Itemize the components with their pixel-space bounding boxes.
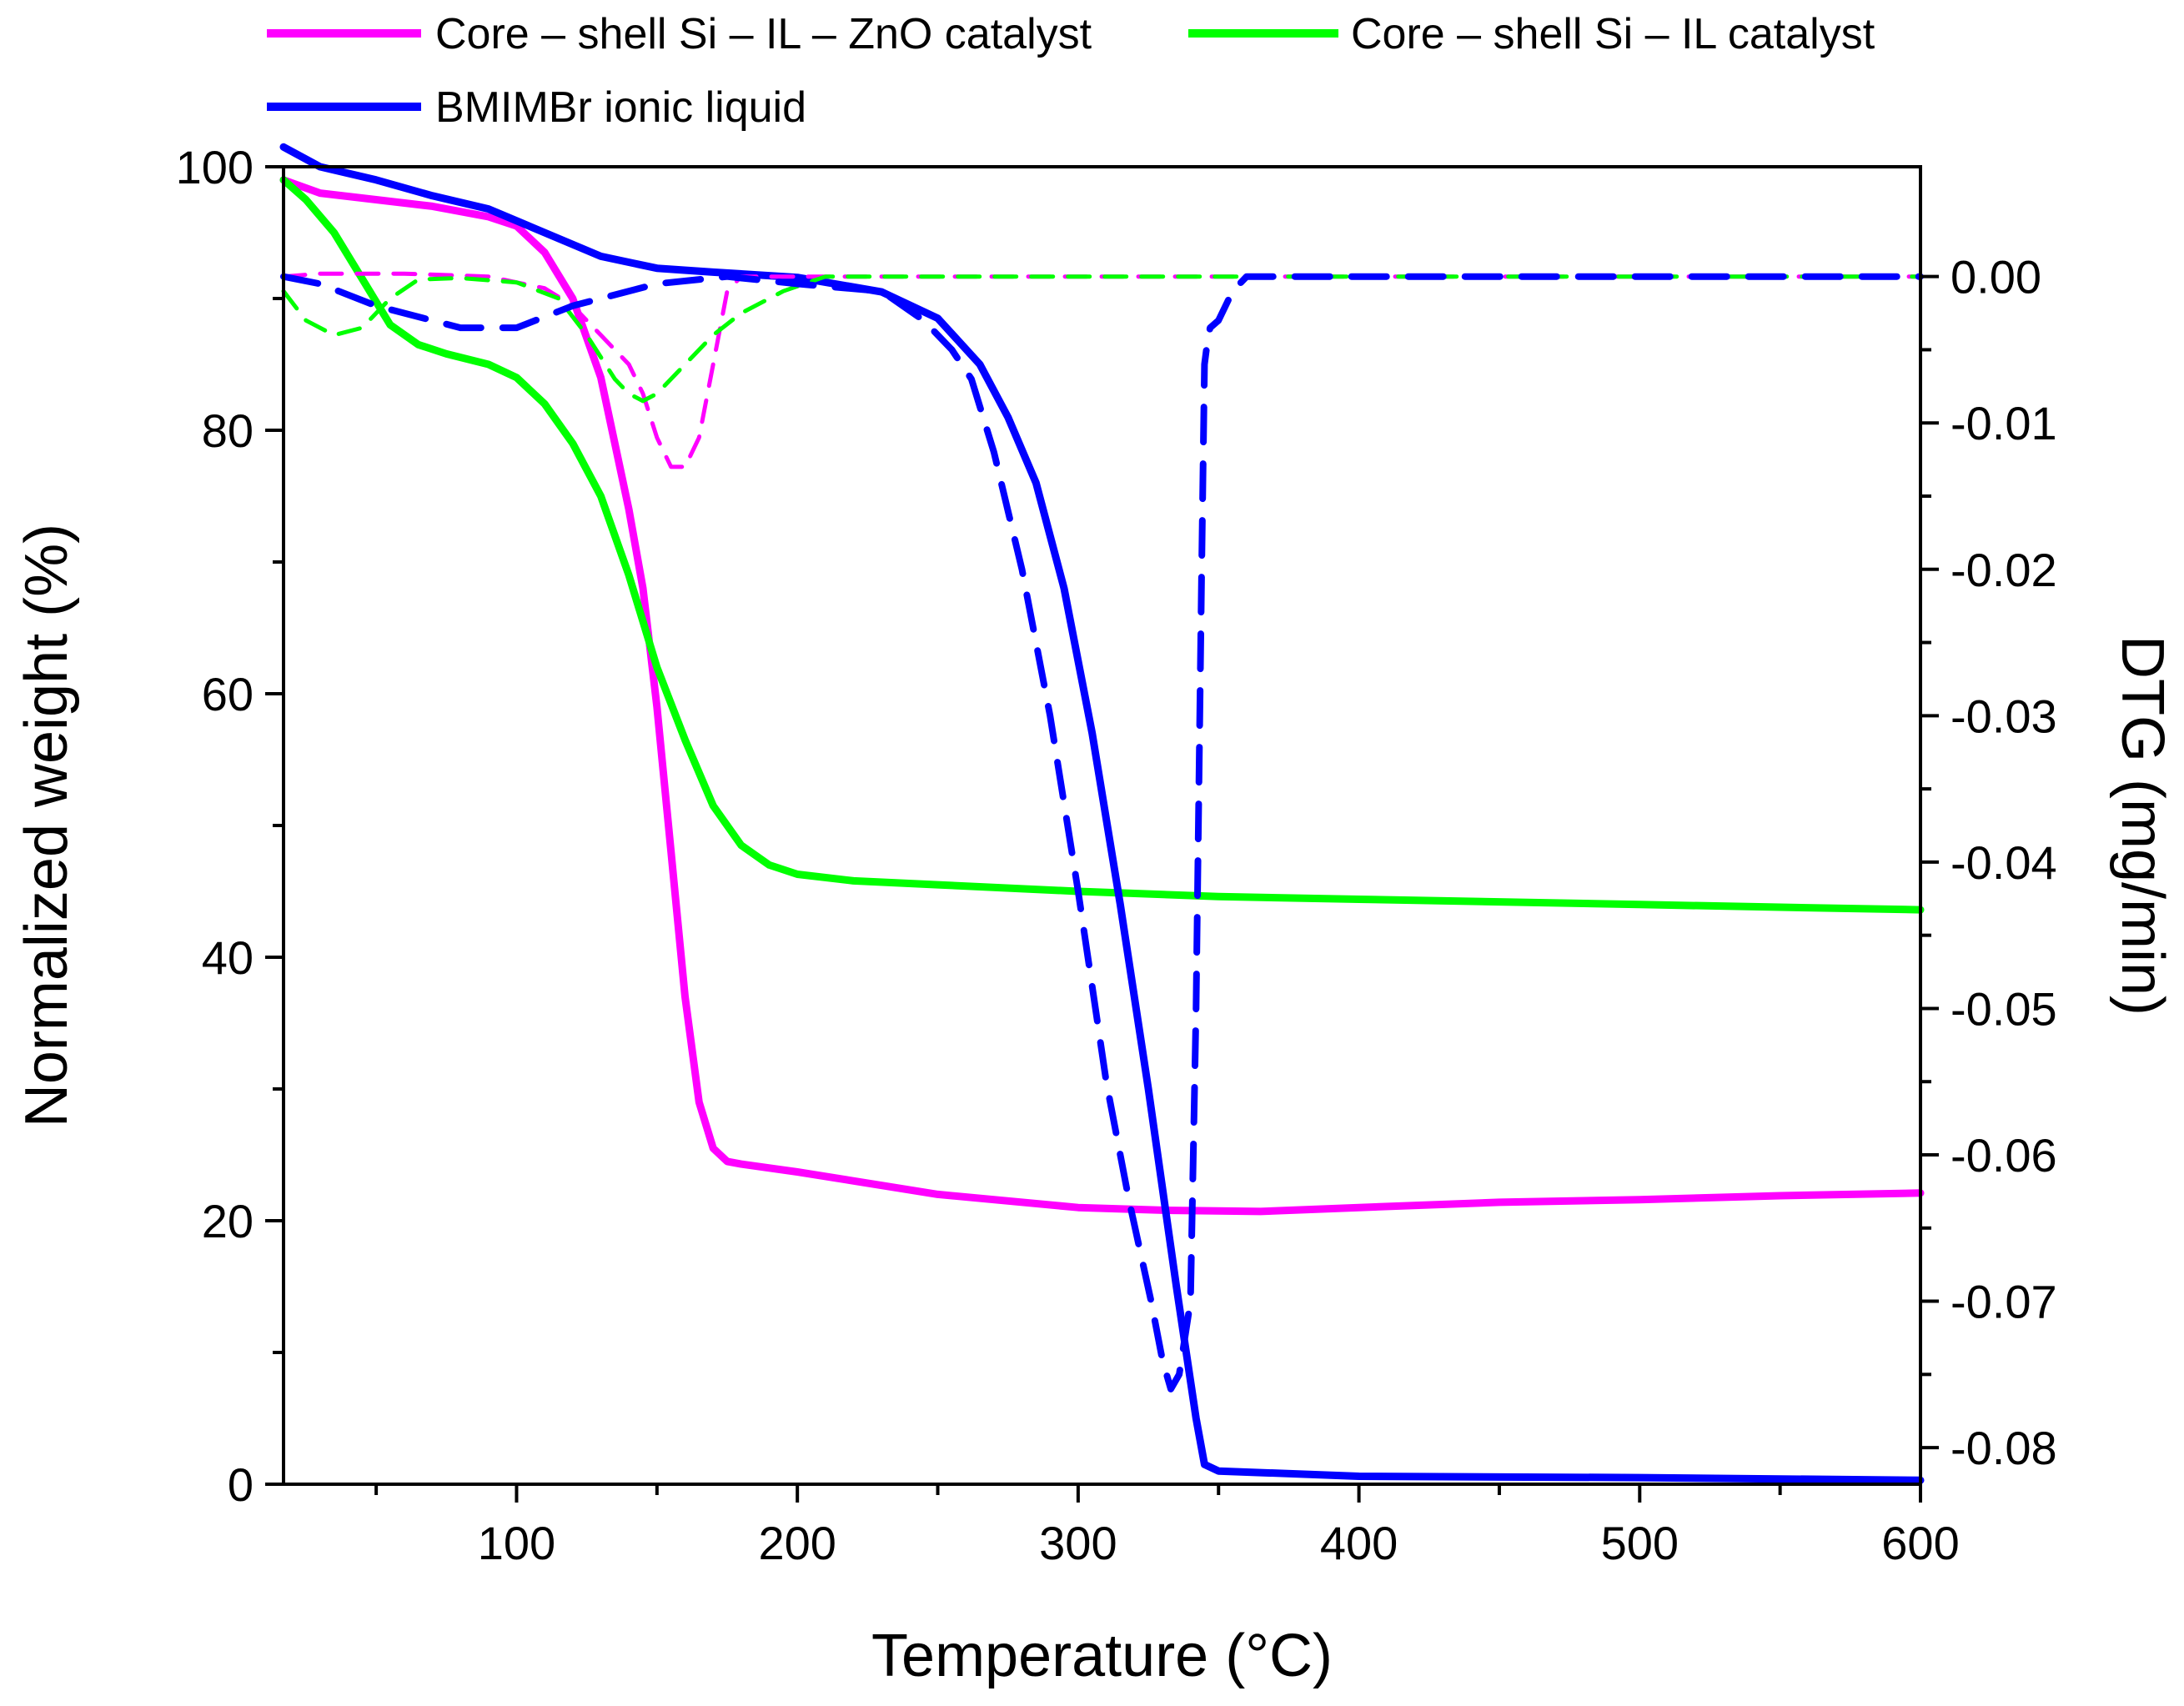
y-tick-label: 80	[202, 404, 254, 457]
y2-axis-title: DTG (mg/min)	[2109, 635, 2176, 1016]
plot-area	[279, 143, 1925, 1484]
y2-tick-label: 0.00	[1951, 251, 2041, 304]
y2-tick-label: -0.04	[1951, 836, 2057, 889]
y-axis-right: 0.00 -0.01 -0.02 -0.03 -0.04 -0.05 -0.06 -0.07 -…	[1920, 251, 2057, 1474]
dtg-line-core-shell-si-il-zno-catalyst	[281, 271, 1923, 469]
tg-series-group	[279, 143, 1925, 1484]
y-tick-label: 20	[202, 1195, 254, 1247]
tg-line-bmimbr-ionic-liquid	[279, 143, 1925, 1484]
x-axis: 100 200 300 400 500 600	[374, 1484, 1960, 1569]
x-tick-label: 400	[1320, 1517, 1398, 1569]
legend-label-si-il-catalyst: Core – shell Si – IL catalyst	[1351, 10, 1875, 58]
x-tick-label: 200	[758, 1517, 836, 1569]
tg-line-core-shell-si-il-catalyst	[279, 176, 1925, 914]
x-tick-label: 100	[478, 1517, 555, 1569]
legend-label-bmimbr: BMIMBr ionic liquid	[435, 83, 806, 132]
y-tick-label: 100	[176, 141, 254, 193]
x-tick-label: 300	[1039, 1517, 1117, 1569]
dtg-line-core-shell-si-il-catalyst	[281, 274, 1923, 404]
y2-tick-label: -0.03	[1951, 690, 2057, 742]
legend: Core – shell Si – IL – ZnO catalyst Core…	[267, 10, 1875, 132]
y2-tick-label: -0.08	[1951, 1422, 2057, 1474]
y-tick-label: 0	[228, 1458, 254, 1511]
y2-tick-label: -0.05	[1951, 982, 2057, 1035]
y-axis-title: Normalized weight (%)	[13, 524, 80, 1127]
dtg-line-bmimbr-ionic-liquid	[280, 273, 1924, 1392]
y2-tick-label: -0.06	[1951, 1129, 2057, 1182]
x-tick-label: 600	[1881, 1517, 1959, 1569]
x-axis-title: Temperature (°C)	[871, 1623, 1333, 1689]
legend-label-znO-catalyst: Core – shell Si – IL – ZnO catalyst	[435, 10, 1092, 58]
y-tick-label: 60	[202, 668, 254, 720]
plot-frame	[282, 165, 1922, 1486]
y2-tick-label: -0.07	[1951, 1276, 2057, 1328]
x-tick-label: 500	[1601, 1517, 1679, 1569]
y2-tick-label: -0.02	[1951, 544, 2057, 596]
y-tick-label: 40	[202, 931, 254, 984]
y2-tick-label: -0.01	[1951, 397, 2057, 449]
dtg-series-group	[280, 271, 1924, 1392]
y-axis-left: 0 20 40 60 80 100	[176, 141, 284, 1511]
tg-line-core-shell-si-il-zno-catalyst	[279, 176, 1925, 1216]
